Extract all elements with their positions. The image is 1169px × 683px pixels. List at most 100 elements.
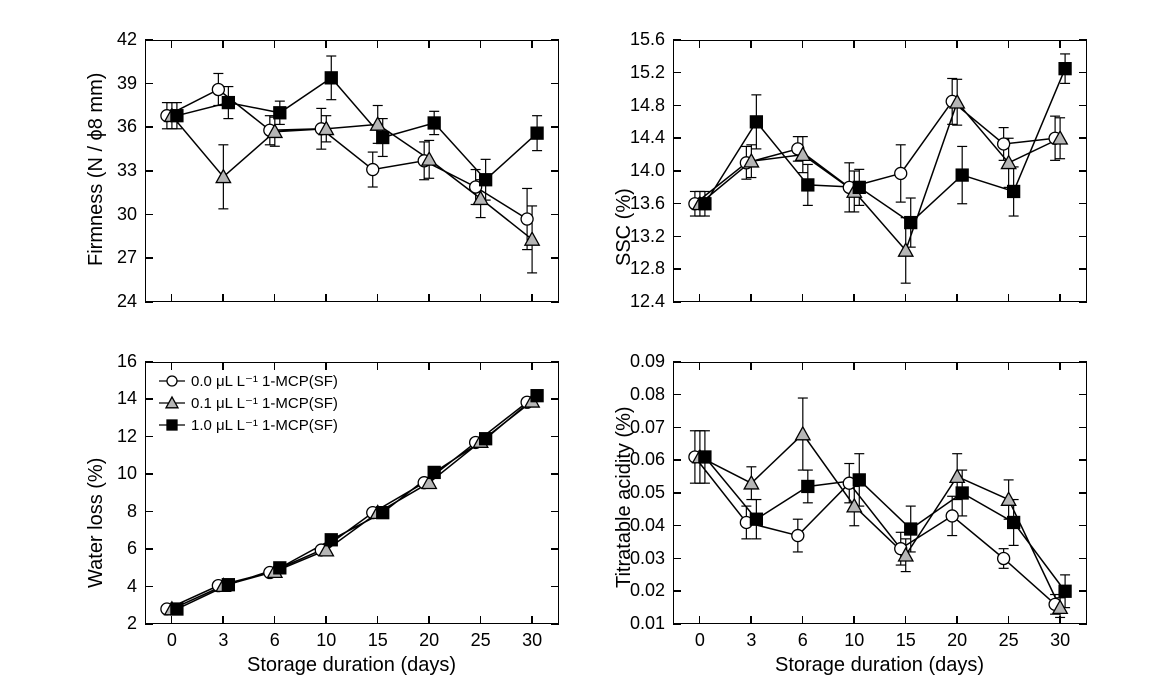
x-tick [699, 294, 701, 302]
x-tick [480, 294, 482, 302]
figure-root: 24273033363942Firmness (N / ϕ8 mm)12.412… [0, 0, 1169, 683]
x-tick [480, 40, 482, 48]
y-tick [673, 170, 681, 172]
x-tick [222, 40, 224, 48]
x-tick [1008, 362, 1010, 370]
y-tick [551, 83, 559, 85]
y-tick [551, 39, 559, 41]
x-tick [325, 362, 327, 370]
x-tick [531, 40, 533, 48]
y-tick [1079, 427, 1087, 429]
x-tick [956, 40, 958, 48]
x-tick [802, 294, 804, 302]
x-tick [905, 40, 907, 48]
chart-svg-ssc [673, 40, 1087, 302]
y-tick [1079, 39, 1087, 41]
x-tick-label: 6 [791, 630, 815, 651]
y-tick [551, 511, 559, 513]
y-tick [551, 214, 559, 216]
x-tick [222, 616, 224, 624]
y-tick [551, 301, 559, 303]
x-tick [428, 362, 430, 370]
x-tick [377, 362, 379, 370]
y-tick [673, 301, 681, 303]
y-tick-label: 12 [117, 426, 137, 447]
legend-item: 0.1 μL L⁻¹ 1-MCP(SF) [159, 392, 338, 414]
x-tick-label: 3 [739, 630, 763, 651]
y-tick [673, 492, 681, 494]
y-tick [145, 586, 153, 588]
y-tick-label: 4 [127, 576, 137, 597]
x-tick [853, 362, 855, 370]
x-tick-label: 0 [688, 630, 712, 651]
y-tick-label: 12.4 [630, 291, 665, 312]
y-tick [145, 83, 153, 85]
y-tick-label: 30 [117, 204, 137, 225]
x-tick [905, 294, 907, 302]
x-tick [377, 616, 379, 624]
x-tick [171, 362, 173, 370]
y-tick-label: 39 [117, 73, 137, 94]
x-tick [222, 294, 224, 302]
y-tick [673, 558, 681, 560]
x-tick [802, 616, 804, 624]
y-tick [673, 525, 681, 527]
y-tick-label: 14.8 [630, 95, 665, 116]
x-tick [325, 294, 327, 302]
y-tick-label: 15.2 [630, 62, 665, 83]
x-tick-label: 10 [842, 630, 866, 651]
y-tick [145, 257, 153, 259]
y-tick [1079, 590, 1087, 592]
x-tick-label: 15 [366, 630, 390, 651]
x-tick [802, 40, 804, 48]
x-tick [699, 40, 701, 48]
x-tick [1059, 616, 1061, 624]
y-tick [551, 548, 559, 550]
y-tick [551, 436, 559, 438]
x-tick [750, 40, 752, 48]
x-tick [531, 616, 533, 624]
y-tick [1079, 203, 1087, 205]
x-tick [171, 294, 173, 302]
y-tick [673, 361, 681, 363]
x-tick [480, 362, 482, 370]
y-tick [673, 623, 681, 625]
x-tick-label: 25 [997, 630, 1021, 651]
legend-item: 1.0 μL L⁻¹ 1-MCP(SF) [159, 414, 338, 436]
x-tick [377, 40, 379, 48]
x-tick [905, 616, 907, 624]
x-tick [171, 616, 173, 624]
y-tick [145, 39, 153, 41]
x-tick-label: 0 [160, 630, 184, 651]
y-tick [551, 257, 559, 259]
x-tick-label: 6 [263, 630, 287, 651]
y-tick-label: 42 [117, 29, 137, 50]
y-tick [551, 361, 559, 363]
y-tick-label: 14.0 [630, 160, 665, 181]
y-tick [1079, 459, 1087, 461]
y-axis-label-waterloss: Water loss (%) [85, 458, 108, 588]
x-tick [1059, 40, 1061, 48]
x-tick [428, 616, 430, 624]
y-tick [1079, 268, 1087, 270]
y-tick-label: 16 [117, 351, 137, 372]
x-tick [1059, 362, 1061, 370]
x-tick [274, 294, 276, 302]
y-tick [145, 126, 153, 128]
y-tick-label: 14.4 [630, 127, 665, 148]
y-tick [145, 214, 153, 216]
y-axis-label-ssc: SSC (%) [613, 188, 636, 266]
y-tick [1079, 492, 1087, 494]
y-tick [673, 394, 681, 396]
y-tick [673, 72, 681, 74]
x-tick [531, 362, 533, 370]
x-tick-label: 30 [1048, 630, 1072, 651]
y-tick [673, 105, 681, 107]
x-tick-label: 20 [417, 630, 441, 651]
x-tick [274, 40, 276, 48]
x-tick-label: 20 [945, 630, 969, 651]
x-tick [428, 294, 430, 302]
y-tick [673, 459, 681, 461]
x-tick [274, 616, 276, 624]
y-tick [1079, 170, 1087, 172]
